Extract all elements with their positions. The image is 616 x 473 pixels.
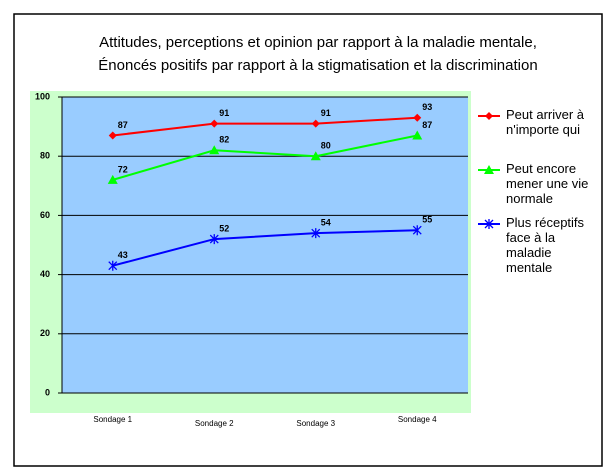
legend-label: Peut encore mener une vie normale xyxy=(506,161,589,206)
legend-label: Plus réceptifs face à la maladie mentale xyxy=(506,215,585,275)
point xyxy=(412,225,422,236)
y-tick-label: 20 xyxy=(40,328,50,338)
point xyxy=(209,145,220,155)
data-label: 91 xyxy=(321,108,331,118)
data-label: 80 xyxy=(321,141,331,151)
y-tick-label: 0 xyxy=(45,387,50,397)
y-tick-label: 100 xyxy=(35,91,50,101)
data-label: 52 xyxy=(219,223,229,233)
y-tick-label: 80 xyxy=(40,151,50,161)
x-tick-label: Sondage 2 xyxy=(195,419,234,428)
point xyxy=(412,130,423,140)
data-label: 55 xyxy=(422,215,432,225)
data-label: 54 xyxy=(321,218,331,228)
chart-subtitle: Énoncés positifs par rapport à la stigma… xyxy=(98,57,537,74)
point xyxy=(484,165,494,174)
x-tick-label: Sondage 4 xyxy=(398,415,437,424)
point xyxy=(107,174,118,184)
chart-title: Attitudes, perceptions et opinion par ra… xyxy=(99,34,537,51)
point xyxy=(310,151,321,161)
y-tick-label: 40 xyxy=(40,269,50,279)
series-line xyxy=(112,116,418,137)
legend-label: Peut arriver à n'importe qui xyxy=(506,107,585,137)
point xyxy=(108,131,117,140)
legend-item: Peut arriver à n'importe qui xyxy=(506,107,585,137)
point xyxy=(413,113,422,122)
x-tick-label: Sondage 3 xyxy=(296,419,335,428)
series-line xyxy=(112,134,418,181)
data-label: 82 xyxy=(219,135,229,145)
point xyxy=(209,234,219,245)
data-label: 91 xyxy=(219,108,229,118)
point xyxy=(311,228,321,239)
data-label: 87 xyxy=(422,120,432,130)
x-tick-label: Sondage 1 xyxy=(93,415,132,424)
point xyxy=(108,260,118,271)
y-tick-label: 60 xyxy=(40,210,50,220)
point xyxy=(484,219,494,229)
legend-item: Plus réceptifs face à la maladie mentale xyxy=(506,215,585,275)
legend-item: Peut encore mener une vie normale xyxy=(506,161,589,206)
point xyxy=(210,119,219,128)
data-label: 72 xyxy=(118,164,128,174)
point xyxy=(485,112,493,120)
data-label: 43 xyxy=(118,250,128,260)
point xyxy=(311,119,320,128)
data-label: 93 xyxy=(422,102,432,112)
data-label: 87 xyxy=(118,120,128,130)
series-line xyxy=(112,229,418,267)
plot-area xyxy=(62,97,468,393)
